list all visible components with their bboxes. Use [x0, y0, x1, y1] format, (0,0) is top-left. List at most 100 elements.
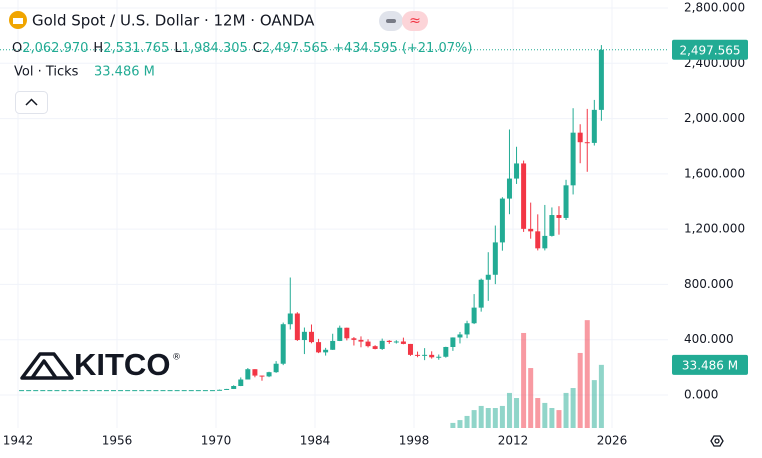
candle-body [75, 390, 81, 392]
candle-body [471, 307, 477, 324]
candle-body [89, 390, 95, 392]
x-tick-label: 1970 [201, 434, 232, 448]
pill-button[interactable] [402, 11, 428, 31]
candle-body [415, 354, 421, 356]
candle-layer [19, 45, 604, 392]
candle-body [407, 343, 413, 355]
candle-body [450, 337, 456, 347]
logo-icon [20, 352, 74, 380]
candle-body [146, 390, 152, 392]
candle-body [386, 340, 392, 342]
candle-body [118, 390, 124, 392]
candle-body [436, 356, 442, 358]
volume-bar [535, 398, 541, 428]
collapse-icon [25, 98, 38, 106]
y-tick-label: 400.000 [684, 332, 734, 346]
volume-bar [591, 380, 597, 428]
volume-layer [450, 320, 604, 428]
candle-body [110, 390, 116, 392]
candle-body [103, 390, 109, 392]
x-tick-label: 1984 [300, 434, 331, 448]
watermark: KITCO ® [20, 347, 181, 382]
candle-body [33, 390, 39, 392]
settings-dot [714, 438, 720, 444]
volume-legend-name: Vol · Ticks [14, 65, 79, 80]
y-tick-label: 0.000 [684, 387, 718, 401]
candle-body [351, 338, 357, 340]
candle-body [549, 215, 555, 236]
candle-body [308, 331, 314, 343]
ohlc-legend: O2,062.970 H2,531.765 L1,984.305 C2,497.565… [12, 41, 472, 56]
x-tick-label: 2012 [498, 434, 529, 448]
ohlc-change: +434.595 (+21.07%) [333, 41, 472, 56]
axes: 0.000 400.000 800.000 1,200.000 1,600.000 2,0… [3, 1, 745, 448]
candle-body [598, 49, 604, 110]
volume-bar [549, 408, 555, 428]
candle-body [68, 390, 74, 392]
last-volume-label: 33.486 M [682, 358, 738, 372]
volume-bar [485, 408, 491, 428]
y-tick-label: 1,600.000 [684, 166, 745, 180]
pill-icon [386, 19, 396, 23]
volume-bar [492, 408, 498, 428]
volume-legend-value: 33.486 M [94, 65, 155, 80]
settings-hex [710, 435, 724, 447]
pill-icon: ≈ [409, 13, 421, 29]
chart-title: Gold Spot / U.S. Dollar · 12M · OANDA [32, 12, 315, 30]
candle-body [301, 331, 307, 341]
candle-body [499, 198, 505, 243]
candle-body [294, 313, 300, 341]
x-tick-label: 1956 [102, 434, 133, 448]
candle-body [54, 390, 60, 392]
candle-body [577, 132, 583, 143]
candle-body [174, 390, 180, 392]
settings-icon[interactable] [710, 435, 724, 447]
ohlc-value: 2,497.565 [262, 41, 328, 56]
ohlc-value: 2,531.765 [103, 41, 169, 56]
candle-body [485, 274, 491, 280]
y-tick-label: 2,000.000 [684, 111, 745, 125]
grid [0, 0, 668, 428]
candle-body [584, 142, 590, 144]
candle-body [195, 390, 201, 392]
candle-body [153, 390, 159, 392]
volume-bar [563, 392, 569, 428]
logo-mark: ® [172, 353, 181, 363]
candle-body [47, 390, 53, 392]
candle-body [202, 390, 208, 392]
volume-bar [570, 388, 576, 428]
candle-body [96, 390, 102, 392]
last-price-box [672, 39, 748, 60]
ohlc-key: O [12, 41, 22, 56]
candle-body [231, 386, 237, 389]
candle-body [266, 372, 272, 377]
volume-bar [478, 405, 484, 428]
candle-body [280, 324, 286, 364]
last-price-label: 2,497.565 [679, 43, 740, 57]
candle-body [287, 313, 293, 325]
ohlc-key: C [253, 41, 262, 56]
volume-bar [528, 368, 534, 428]
candle-body [132, 390, 138, 392]
candle-body [167, 390, 173, 392]
candle-body [563, 185, 569, 218]
candle-body [323, 349, 329, 353]
volume-bar [556, 410, 562, 428]
x-tick-label: 2026 [597, 434, 628, 448]
y-tick-label: 800.000 [684, 277, 734, 291]
candle-body [82, 390, 88, 392]
candle-body [330, 340, 336, 350]
symbol-icon-bar [13, 18, 23, 24]
candle-body [422, 354, 428, 356]
candle-body [181, 390, 187, 392]
candle-body [344, 327, 350, 339]
last-volume-box [672, 354, 748, 375]
volume-bar [514, 398, 520, 428]
y-tick-label: 1,200.000 [684, 222, 745, 236]
collapse-button[interactable] [15, 91, 48, 114]
candle-body [464, 323, 470, 335]
candle-body [514, 163, 520, 179]
volume-bar [471, 410, 477, 428]
ohlc-value: 2,062.970 [22, 41, 88, 56]
